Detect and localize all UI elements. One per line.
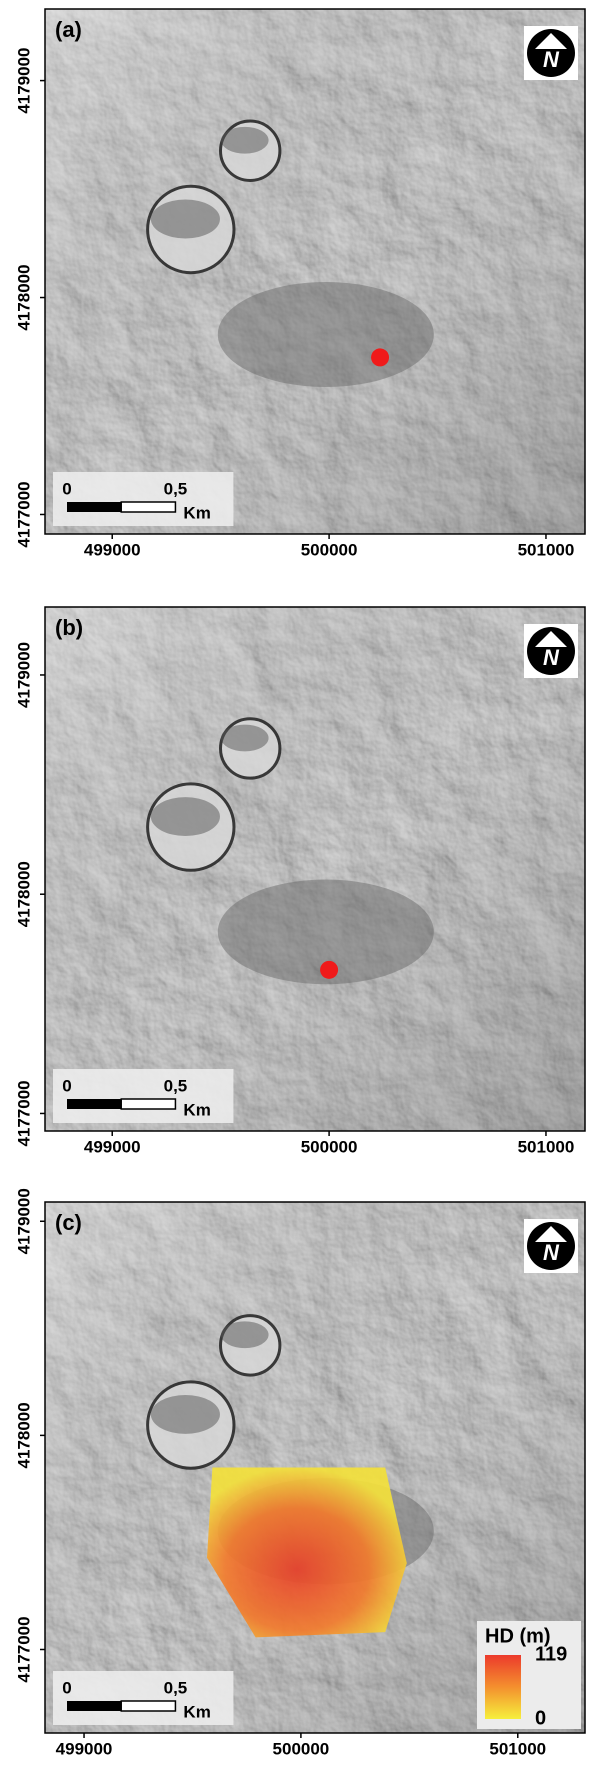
x-tick-label: 501000: [518, 540, 575, 559]
north-arrow: [535, 33, 567, 49]
y-tick-label: 4179000: [14, 1188, 33, 1254]
x-tick-label: 500000: [273, 1739, 330, 1758]
y-tick-label: 4179000: [14, 642, 33, 708]
north-label: N: [543, 47, 560, 72]
north-label: N: [543, 645, 560, 670]
crater-shadow: [150, 199, 220, 239]
north-arrow: [535, 631, 567, 647]
scale-label: 0: [62, 479, 71, 498]
crater-shadow: [150, 797, 220, 837]
map-panel: 499000 500000 501000 4177000 4178000 4179000 (…: [14, 606, 586, 1156]
legend-max: 119: [535, 1643, 567, 1665]
cone: [217, 879, 434, 985]
scale-white: [120, 501, 177, 513]
map-frame: [44, 606, 586, 1132]
map-frame: [44, 1201, 586, 1734]
panel-label: (b): [55, 615, 83, 640]
x-tick-label: 500000: [301, 1137, 358, 1156]
scale-label: 0: [62, 1678, 71, 1697]
north-disc: [527, 627, 575, 675]
panel-label: (c): [55, 1210, 82, 1235]
x-tick-label: 499000: [84, 1137, 141, 1156]
legend-ramp: [485, 1655, 521, 1719]
y-tick-label: 4177000: [14, 1616, 33, 1682]
scale-unit: Km: [183, 503, 210, 522]
scale-label: 0,5: [164, 1678, 188, 1697]
map-frame: [44, 8, 586, 535]
scale-bg: [53, 1671, 234, 1725]
scale-black: [67, 1701, 122, 1711]
cone: [217, 282, 434, 387]
north-label: N: [543, 1240, 560, 1265]
terrain-shade: [45, 607, 585, 1131]
x-tick-label: 501000: [489, 1739, 546, 1758]
north-disc: [527, 1222, 575, 1270]
vent: [320, 960, 339, 979]
scale-bg: [53, 1069, 234, 1123]
legend-min: 0: [535, 1707, 546, 1729]
legend-title: HD (m): [485, 1625, 551, 1647]
hillshade: [45, 607, 585, 1131]
map-panel: 499000 500000 501000 4177000 4178000 4179000 (…: [14, 1188, 586, 1758]
scale-unit: Km: [183, 1100, 210, 1119]
x-tick-label: 499000: [84, 540, 141, 559]
scale-white: [120, 1700, 177, 1712]
scale-label: 0,5: [164, 479, 188, 498]
x-tick-label: 499000: [56, 1739, 113, 1758]
y-tick-label: 4177000: [14, 481, 33, 547]
scale-white: [120, 1098, 177, 1110]
scale-label: 0: [62, 1076, 71, 1095]
y-tick-label: 4178000: [14, 264, 33, 330]
vent: [371, 348, 390, 367]
hillshade: [45, 9, 585, 534]
crater-shadow: [150, 1394, 220, 1434]
north-disc: [527, 29, 575, 77]
scale-black: [67, 1099, 122, 1109]
north-arrow: [535, 1226, 567, 1242]
y-tick-label: 4177000: [14, 1080, 33, 1146]
scale-unit: Km: [183, 1702, 210, 1721]
lava-flow: [207, 1467, 407, 1638]
panel-label: (a): [55, 17, 82, 42]
crater-shadow: [221, 1321, 269, 1349]
y-tick-label: 4178000: [14, 861, 33, 927]
y-tick-label: 4179000: [14, 47, 33, 113]
x-tick-label: 500000: [301, 540, 358, 559]
crater-shadow: [221, 724, 269, 752]
y-tick-label: 4178000: [14, 1402, 33, 1468]
crater-shadow: [221, 126, 269, 154]
scale-black: [67, 502, 122, 512]
terrain-shade: [45, 9, 585, 534]
scale-label: 0,5: [164, 1076, 188, 1095]
map-panel: 499000 500000 501000 4177000 4178000 4179000 (…: [14, 8, 586, 559]
scale-bg: [53, 472, 234, 526]
x-tick-label: 501000: [518, 1137, 575, 1156]
